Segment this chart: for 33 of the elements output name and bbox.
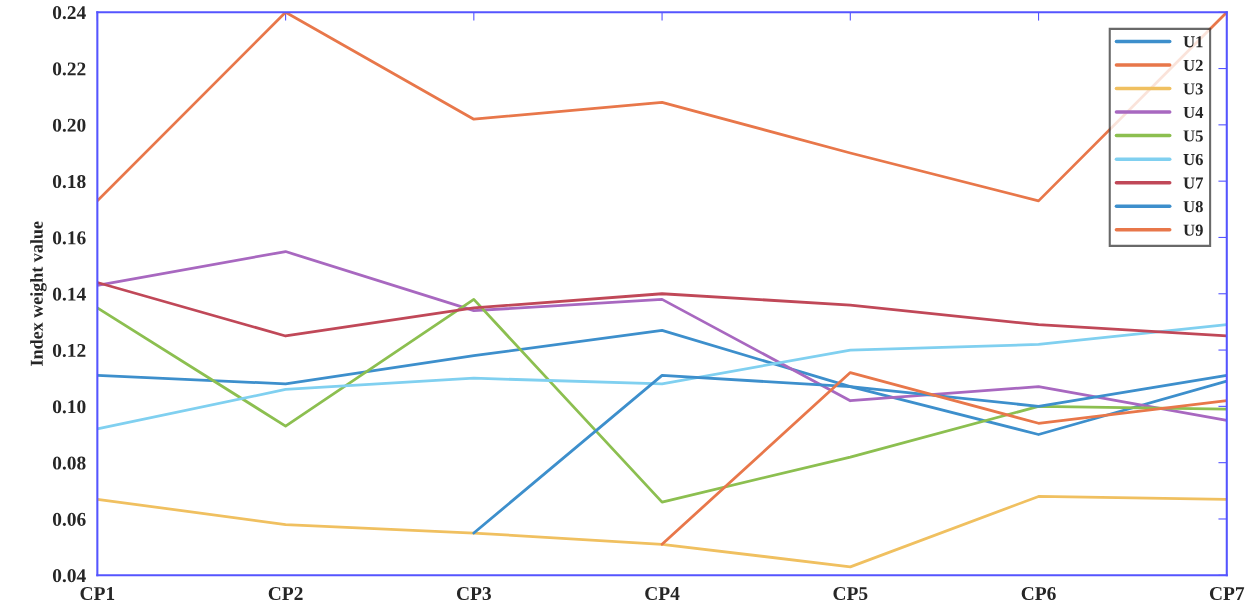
- y-axis-title: Index weight value: [30, 221, 47, 366]
- x-tick-label: CP6: [1021, 587, 1056, 601]
- x-tick-label: CP2: [268, 587, 303, 601]
- y-tick-label: 0.04: [52, 569, 86, 583]
- x-tick-label: CP5: [833, 587, 868, 601]
- legend-label: U7: [1183, 177, 1204, 189]
- legend-label: U5: [1183, 130, 1203, 142]
- legend-label: U6: [1183, 153, 1203, 166]
- line-series: [660, 371, 1227, 546]
- legend-label: U8: [1183, 201, 1203, 213]
- y-tick-label: 0.18: [52, 174, 86, 189]
- y-tick-label: 0.24: [52, 6, 86, 20]
- y-tick-label: 0.16: [52, 231, 86, 245]
- y-tick-label: 0.22: [52, 62, 86, 76]
- legend-label: U3: [1183, 83, 1203, 95]
- line-series: [97, 281, 1227, 338]
- y-tick-label: 0.08: [52, 456, 86, 470]
- x-tick-label: CP1: [80, 587, 115, 601]
- line-series: [97, 298, 1227, 504]
- legend-label: U1: [1183, 36, 1203, 48]
- line-series: [97, 250, 1227, 422]
- legend-label: U4: [1183, 106, 1204, 119]
- y-tick-label: 0.10: [52, 400, 86, 414]
- x-tick-label: CP7: [1209, 587, 1245, 601]
- y-tick-label: 0.20: [52, 118, 86, 132]
- y-tick-label: 0.12: [52, 343, 86, 358]
- line-series: [97, 495, 1227, 569]
- x-tick-label: CP3: [456, 587, 491, 601]
- legend-label: U2: [1183, 59, 1203, 71]
- y-tick-label: 0.06: [52, 512, 86, 526]
- x-tick-label: CP4: [645, 587, 680, 601]
- y-tick-label: 0.14: [52, 287, 86, 301]
- legend-label: U9: [1183, 224, 1203, 236]
